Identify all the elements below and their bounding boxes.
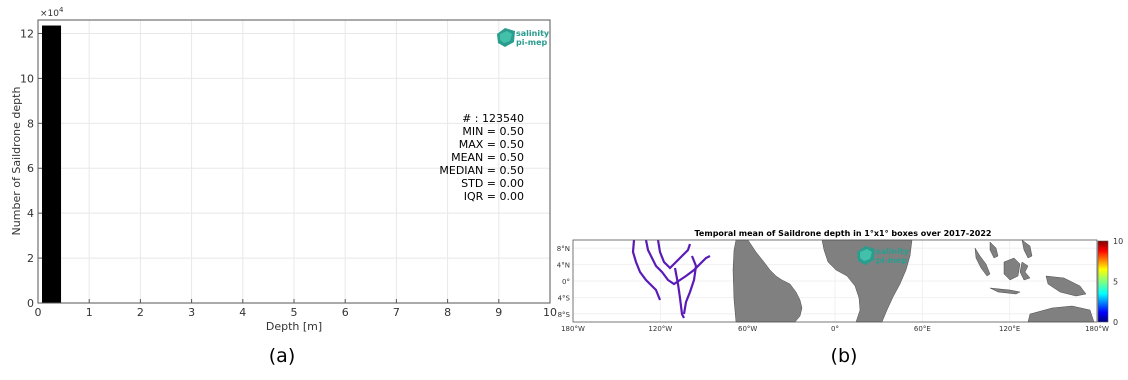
map-y-tick-label: 8°N [557,245,570,253]
map-y-tick-label: 8°S [558,311,571,319]
map-x-ticks: 180°W 120°W 60°W 0° 60°E 120°E 180°W [561,325,1109,333]
map-logo-line-1: salinity [876,247,910,256]
y-tick-label: 2 [27,252,34,265]
saildrone-tracks [631,239,711,319]
map-x-tick-label: 120°W [648,325,672,333]
map-x-tick-label: 0° [831,325,839,333]
map-frame [572,239,1098,323]
salinity-pimep-logo: salinity pi-mep [497,28,550,47]
track-3 [656,239,692,270]
y-axis-label: Number of Saildrone depth [10,87,23,236]
y-tick-label: 10 [20,72,34,85]
land-malaysia [989,241,999,259]
x-tick-label: 10 [543,306,557,319]
stat-line: MEAN = 0.50 [451,151,524,164]
map-x-tick-label: 180°W [561,325,585,333]
y-tick-label: 4 [27,207,34,220]
y-tick-label: 12 [20,27,34,40]
stat-line: STD = 0.00 [461,177,524,190]
logo-line-1: salinity [516,29,550,38]
map-x-tick-label: 60°E [914,325,931,333]
land-borneo [1003,257,1021,281]
map-y-ticks: 8°N 4°N 0° 4°S 8°S [557,245,571,319]
stat-line: IQR = 0.00 [464,190,524,203]
x-tick-label: 8 [444,306,451,319]
salinity-pimep-logo-map: salinity pi-mep [857,246,910,265]
map-x-tick-label: 60°W [738,325,757,333]
y-tick-label: 8 [27,117,34,130]
map-y-tick-label: 4°N [557,262,570,270]
colorbar-tick-label: 0 [1113,318,1118,327]
land-java [989,287,1021,295]
track-4 [673,267,685,319]
panel-label-a: (a) [269,345,295,367]
x-tick-label: 3 [188,306,195,319]
map-y-tick-label: 4°S [558,294,571,302]
track-1 [631,239,662,301]
y-multiplier-label: ×104 [40,6,64,19]
x-tick-label: 4 [239,306,246,319]
map-logo-line-2: pi-mep [876,256,908,265]
map-title: Temporal mean of Saildrone depth in 1°x1… [695,229,992,238]
colorbar-ticks: 10 5 0 [1113,237,1123,327]
land-central-america [732,239,803,323]
x-tick-label: 2 [137,306,144,319]
histogram-bar [42,25,62,303]
land-sulawesi [1019,261,1031,281]
stat-line: MIN = 0.50 [462,125,524,138]
colorbar-tick-label: 10 [1113,237,1123,246]
x-tick-label: 5 [291,306,298,319]
track-2 [644,239,711,286]
land-new-guinea [1045,275,1087,297]
x-tick-label: 9 [495,306,502,319]
map-x-tick-label: 120°E [999,325,1020,333]
stat-line: MAX = 0.50 [459,138,524,151]
colorbar [1097,240,1109,323]
x-tick-label: 6 [342,306,349,319]
panel-label-b: (b) [831,345,858,367]
histogram-y-ticks: 0 2 4 6 8 10 12 [20,27,42,310]
map-x-tick-label: 180°W [1085,325,1109,333]
colorbar-tick-label: 5 [1113,278,1118,287]
stat-line: MEDIAN = 0.50 [439,164,524,177]
x-tick-label: 7 [393,306,400,319]
logo-line-2: pi-mep [516,38,548,47]
histogram-bars [42,25,62,303]
land-sumatra [974,247,991,277]
x-tick-label: 0 [35,306,42,319]
x-tick-label: 1 [86,306,93,319]
land-philippines [1021,239,1033,259]
x-axis-label: Depth [m] [266,320,322,333]
y-tick-label: 0 [27,297,34,310]
histogram-x-ticks: 0 1 2 3 4 5 6 7 8 9 10 [35,299,557,319]
stat-line: # : 123540 [462,112,524,125]
land-masses [732,239,1095,323]
map-y-tick-label: 0° [562,278,570,286]
y-tick-label: 6 [27,162,34,175]
map-panel: Temporal mean of Saildrone depth in 1°x1… [557,229,1123,333]
track-5 [682,255,698,315]
